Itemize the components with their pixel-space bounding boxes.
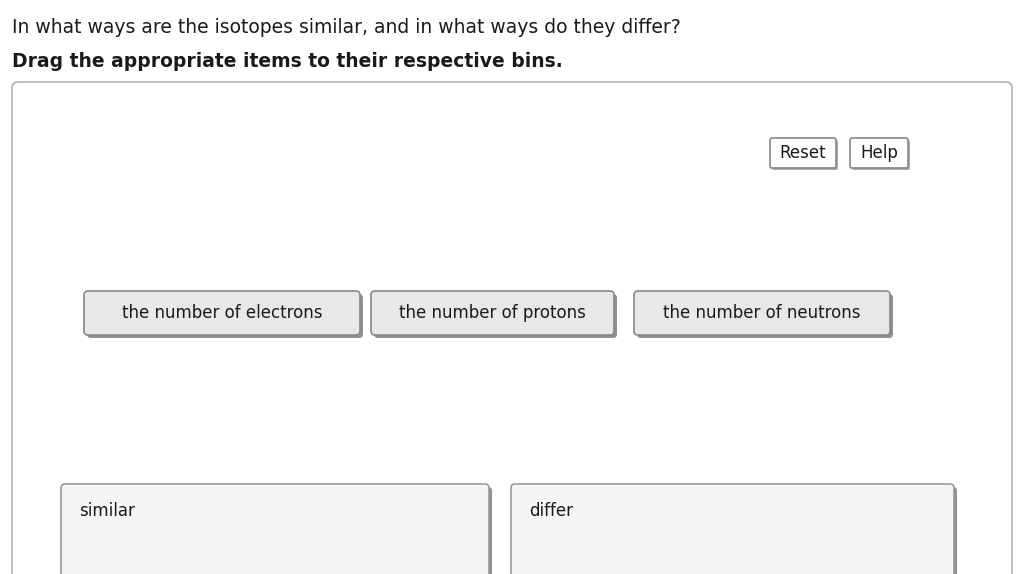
FancyBboxPatch shape xyxy=(637,294,893,338)
FancyBboxPatch shape xyxy=(63,487,492,574)
FancyBboxPatch shape xyxy=(852,140,910,170)
FancyBboxPatch shape xyxy=(87,294,362,338)
FancyBboxPatch shape xyxy=(12,82,1012,574)
Text: Drag the appropriate items to their respective bins.: Drag the appropriate items to their resp… xyxy=(12,52,563,71)
FancyBboxPatch shape xyxy=(770,138,836,168)
Text: In what ways are the isotopes similar, and in what ways do they differ?: In what ways are the isotopes similar, a… xyxy=(12,18,681,37)
Text: similar: similar xyxy=(79,502,135,520)
FancyBboxPatch shape xyxy=(511,484,954,574)
FancyBboxPatch shape xyxy=(850,138,908,168)
FancyBboxPatch shape xyxy=(84,291,360,335)
Text: differ: differ xyxy=(529,502,573,520)
FancyBboxPatch shape xyxy=(772,140,838,170)
FancyBboxPatch shape xyxy=(634,291,890,335)
FancyBboxPatch shape xyxy=(514,487,957,574)
FancyBboxPatch shape xyxy=(61,484,489,574)
Text: Help: Help xyxy=(860,144,898,162)
Text: Reset: Reset xyxy=(779,144,826,162)
FancyBboxPatch shape xyxy=(374,294,617,338)
FancyBboxPatch shape xyxy=(371,291,614,335)
Text: the number of protons: the number of protons xyxy=(399,304,586,322)
Text: the number of neutrons: the number of neutrons xyxy=(664,304,861,322)
Text: the number of electrons: the number of electrons xyxy=(122,304,323,322)
